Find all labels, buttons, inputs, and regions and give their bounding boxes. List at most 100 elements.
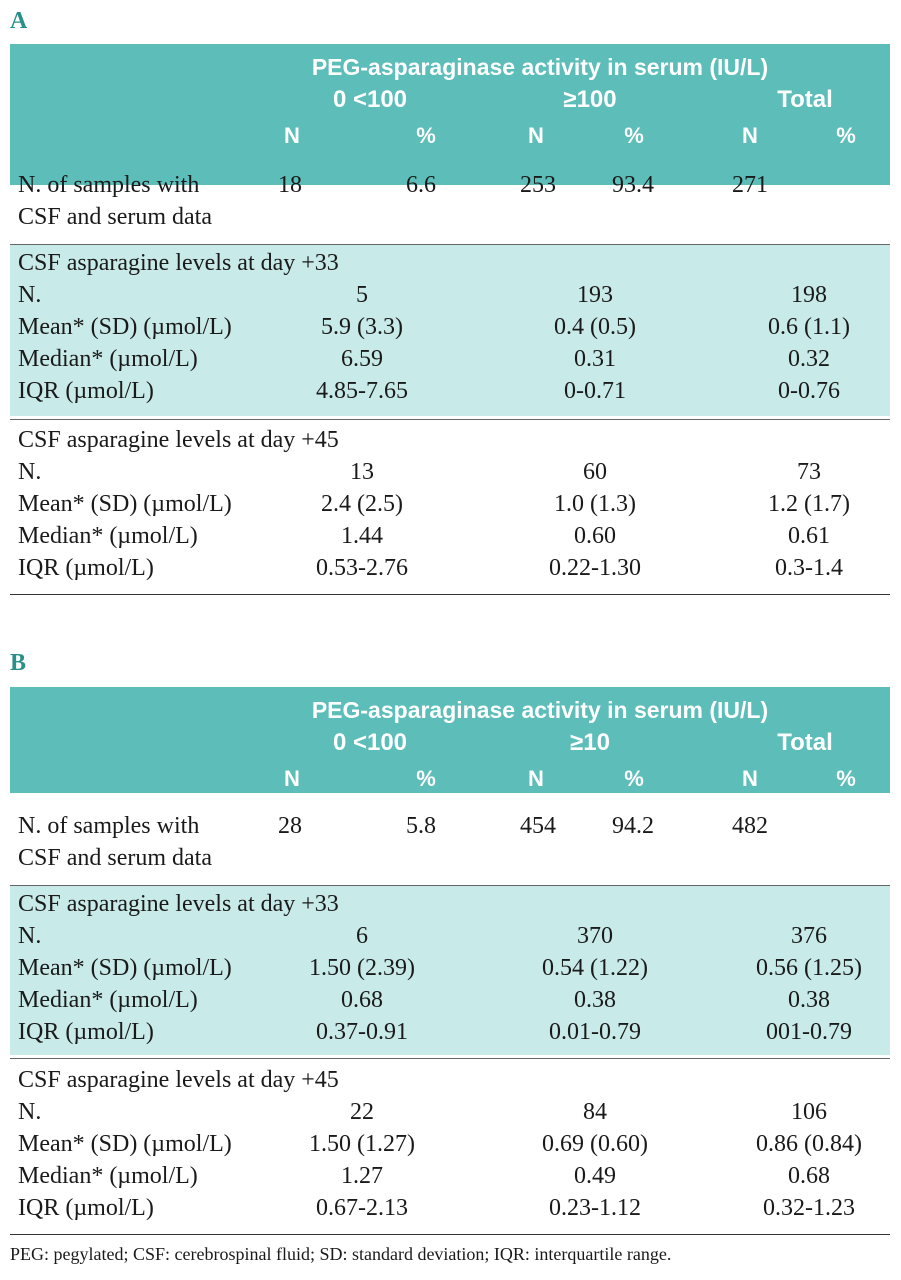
row-label: N. <box>18 459 42 485</box>
header-group-total: Total <box>777 729 833 756</box>
header-sub-n: N <box>284 123 300 148</box>
header-group-total: Total <box>777 86 833 113</box>
header-sub-pct: % <box>836 766 856 791</box>
row-label: Mean* (SD) (µmol/L) <box>18 491 232 517</box>
row-label: IQR (µmol/L) <box>18 555 154 581</box>
row-value-low: 4.85-7.65 <box>316 378 408 404</box>
samples-n-high: 253 <box>520 172 556 198</box>
samples-n-low: 28 <box>278 813 302 839</box>
table-b-header: PEG-asparaginase activity in serum (IU/L… <box>10 687 890 793</box>
table-bottom-rule <box>10 1234 890 1235</box>
row-label: IQR (µmol/L) <box>18 1019 154 1045</box>
row-value-high: 193 <box>577 282 613 308</box>
row-value-high: 0.54 (1.22) <box>542 955 648 981</box>
header-group-high: ≥10 <box>570 729 610 756</box>
row-value-high: 0-0.71 <box>564 378 626 404</box>
header-sub-n: N <box>742 766 758 791</box>
row-value-total: 73 <box>797 459 821 485</box>
row-value-total: 0.86 (0.84) <box>756 1131 862 1157</box>
row-value-total: 0.3-1.4 <box>775 555 843 581</box>
header-sub-n: N <box>528 123 544 148</box>
header-title: PEG-asparaginase activity in serum (IU/L… <box>311 697 769 723</box>
samples-pct-high: 94.2 <box>612 813 654 839</box>
header-sub-n: N <box>528 766 544 791</box>
section-rule <box>10 1058 890 1059</box>
section-rule <box>10 419 890 420</box>
table-bottom-rule <box>10 594 890 595</box>
row-value-total: 001-0.79 <box>766 1019 852 1045</box>
row-label: Median* (µmol/L) <box>18 523 198 549</box>
panel-label-b: B <box>10 650 27 676</box>
row-value-low: 5 <box>356 282 368 308</box>
panel-label-a: A <box>10 8 28 34</box>
row-value-high: 60 <box>583 459 607 485</box>
section-bg <box>10 244 890 416</box>
row-value-low: 6 <box>356 923 368 949</box>
section-title: CSF asparagine levels at day +33 <box>18 250 339 276</box>
section-title: CSF asparagine levels at day +45 <box>18 427 339 453</box>
section-title: CSF asparagine levels at day +45 <box>18 1067 339 1093</box>
row-value-total: 0.38 <box>788 987 830 1013</box>
row-label: N. <box>18 282 42 308</box>
row-value-total: 0.61 <box>788 523 830 549</box>
header-sub-pct: % <box>624 766 644 791</box>
row-label: Mean* (SD) (µmol/L) <box>18 955 232 981</box>
row-value-total: 198 <box>791 282 827 308</box>
row-value-total: 0-0.76 <box>778 378 840 404</box>
row-value-total: 1.2 (1.7) <box>768 491 850 517</box>
row-value-low: 0.53-2.76 <box>316 555 408 581</box>
samples-pct-low: 6.6 <box>406 172 436 198</box>
samples-label-line1: N. of samples with <box>18 172 200 198</box>
section-title: CSF asparagine levels at day +33 <box>18 891 339 917</box>
header-sub-n: N <box>742 123 758 148</box>
samples-n-high: 454 <box>520 813 556 839</box>
section-rule <box>10 885 890 886</box>
row-label: Median* (µmol/L) <box>18 1163 198 1189</box>
row-label: N. <box>18 923 42 949</box>
row-value-high: 370 <box>577 923 613 949</box>
row-value-low: 0.68 <box>341 987 383 1013</box>
row-value-high: 0.49 <box>574 1163 616 1189</box>
row-label: IQR (µmol/L) <box>18 378 154 404</box>
row-value-low: 1.50 (2.39) <box>309 955 415 981</box>
header-group-low: 0 <100 <box>332 729 408 756</box>
row-value-total: 0.56 (1.25) <box>756 955 862 981</box>
header-group-high: ≥100 <box>563 86 617 113</box>
row-value-high: 0.31 <box>574 346 616 372</box>
row-value-low: 13 <box>350 459 374 485</box>
row-label: IQR (µmol/L) <box>18 1195 154 1221</box>
samples-n-total: 271 <box>732 172 768 198</box>
row-value-low: 1.44 <box>341 523 383 549</box>
samples-label-line1: N. of samples with <box>18 813 200 839</box>
row-value-high: 84 <box>583 1099 607 1125</box>
samples-pct-low: 5.8 <box>406 813 436 839</box>
table-a-header: PEG-asparaginase activity in serum (IU/L… <box>10 44 890 185</box>
row-value-high: 0.38 <box>574 987 616 1013</box>
row-value-total: 0.68 <box>788 1163 830 1189</box>
row-value-low: 0.67-2.13 <box>316 1195 408 1221</box>
row-value-high: 0.4 (0.5) <box>554 314 636 340</box>
row-value-total: 0.6 (1.1) <box>768 314 850 340</box>
samples-label-line2: CSF and serum data <box>18 845 212 871</box>
section-bg <box>10 885 890 1055</box>
samples-n-low: 18 <box>278 172 302 198</box>
row-value-low: 5.9 (3.3) <box>321 314 403 340</box>
row-label: Median* (µmol/L) <box>18 346 198 372</box>
row-label: N. <box>18 1099 42 1125</box>
samples-n-total: 482 <box>732 813 768 839</box>
row-label: Mean* (SD) (µmol/L) <box>18 314 232 340</box>
row-value-high: 0.01-0.79 <box>549 1019 641 1045</box>
row-value-total: 0.32-1.23 <box>763 1195 855 1221</box>
row-value-low: 2.4 (2.5) <box>321 491 403 517</box>
header-sub-pct: % <box>624 123 644 148</box>
row-value-low: 1.50 (1.27) <box>309 1131 415 1157</box>
row-value-total: 0.32 <box>788 346 830 372</box>
header-title: PEG-asparaginase activity in serum (IU/L… <box>311 54 769 80</box>
row-value-low: 6.59 <box>341 346 383 372</box>
row-label: Median* (µmol/L) <box>18 987 198 1013</box>
header-sub-pct: % <box>836 123 856 148</box>
row-value-low: 0.37-0.91 <box>316 1019 408 1045</box>
header-sub-pct: % <box>416 766 436 791</box>
header-sub-pct: % <box>416 123 436 148</box>
samples-label-line2: CSF and serum data <box>18 204 212 230</box>
